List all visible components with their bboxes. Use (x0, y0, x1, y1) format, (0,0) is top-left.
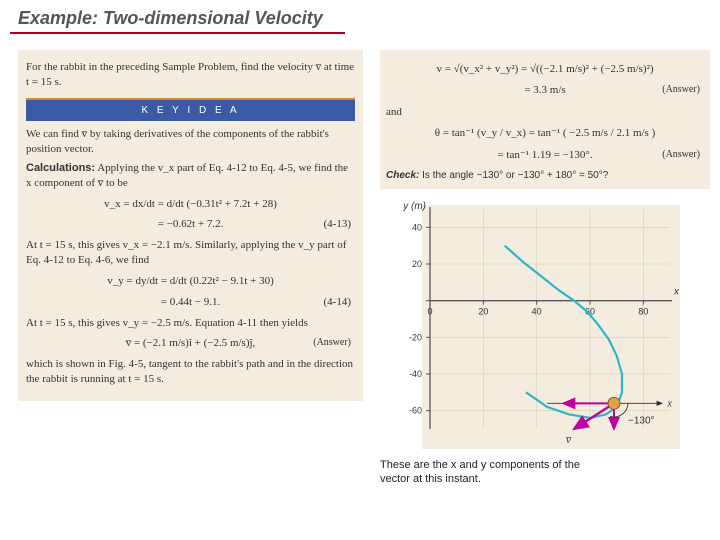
and-label: and (386, 105, 704, 120)
eq-vx-a: v_x = dx/dt = d/dt (−0.31t² + 7.2t + 28) (26, 197, 355, 212)
key-idea-bar: K E Y I D E A (26, 98, 355, 122)
svg-text:−130°: −130° (628, 415, 655, 426)
page-title: Example: Two-dimensional Velocity (18, 8, 323, 29)
eq-vy-b-text: = 0.44t − 9.1. (161, 296, 220, 308)
eq-mag-b: = 3.3 m/s (Answer) (386, 83, 704, 98)
right-column: v = √(v_x² + v_y²) = √((−2.1 m/s)² + (−2… (380, 50, 710, 459)
svg-text:40: 40 (412, 222, 422, 232)
eq-vy-b: = 0.44t − 9.1. (4-14) (26, 295, 355, 310)
calc-label: Calculations: (26, 162, 95, 174)
calculations-intro: Calculations: Applying the v_x part of E… (26, 161, 355, 191)
check-line: Check: Is the angle −130° or −130° + 180… (386, 169, 704, 183)
eq-v-text: v̅ = (−2.1 m/s)î + (−2.5 m/s)ĵ, (126, 337, 256, 349)
check-text: Is the angle −130° or −130° + 180° = 50°… (419, 170, 608, 181)
eq-theta-b: = tan⁻¹ 1.19 = −130°. (Answer) (386, 148, 704, 163)
svg-text:-20: -20 (409, 332, 422, 342)
vy15-text: At t = 15 s, this gives v_y = −2.5 m/s. … (26, 316, 355, 331)
eq-theta-ans: (Answer) (662, 148, 700, 162)
eq-v-answer: (Answer) (313, 336, 351, 350)
svg-text:y (m): y (m) (402, 201, 426, 212)
svg-text:x: x (666, 398, 672, 409)
svg-text:-60: -60 (409, 406, 422, 416)
svg-text:x (m): x (m) (673, 287, 680, 298)
check-label: Check: (386, 170, 419, 181)
eq-vy-num: (4-14) (324, 295, 352, 310)
svg-text:80: 80 (638, 307, 648, 317)
right-top-equations: v = √(v_x² + v_y²) = √((−2.1 m/s)² + (−2… (380, 50, 710, 189)
eq-vx-num: (4-13) (324, 217, 352, 232)
chart-svg: 0204060804020-20-40-60x (m)y (m)xv̅−130° (380, 199, 680, 459)
svg-text:20: 20 (412, 259, 422, 269)
eq-mag-a: v = √(v_x² + v_y²) = √((−2.1 m/s)² + (−2… (386, 62, 704, 77)
svg-text:-40: -40 (409, 369, 422, 379)
eq-mag-ans: (Answer) (662, 83, 700, 97)
left-column: For the rabbit in the preceding Sample P… (18, 50, 363, 401)
eq-vx-b-text: = −0.62t + 7.2. (158, 218, 224, 230)
eq-mag-b-text: = 3.3 m/s (524, 84, 565, 96)
svg-text:0: 0 (427, 307, 432, 317)
velocity-graph: 0204060804020-20-40-60x (m)y (m)xv̅−130° (380, 199, 680, 459)
svg-text:20: 20 (478, 307, 488, 317)
eq-vy-a: v_y = dy/dt = d/dt (0.22t² − 9.1t + 30) (26, 274, 355, 289)
figure-caption: These are the x and y components of the … (380, 458, 580, 487)
closing-text: which is shown in Fig. 4-5, tangent to t… (26, 357, 355, 387)
vx15-text: At t = 15 s, this gives v_x = −2.1 m/s. … (26, 238, 355, 268)
eq-vx-b: = −0.62t + 7.2. (4-13) (26, 217, 355, 232)
key-idea-text: We can find v̅ by taking derivatives of … (26, 127, 355, 157)
eq-v-vector: v̅ = (−2.1 m/s)î + (−2.5 m/s)ĵ, (Answer) (26, 336, 355, 351)
eq-theta-b-text: = tan⁻¹ 1.19 = −130°. (497, 149, 592, 161)
eq-theta-a: θ = tan⁻¹ (v_y / v_x) = tan⁻¹ ( −2.5 m/s… (386, 126, 704, 141)
title-underline (10, 32, 345, 34)
intro-text: For the rabbit in the preceding Sample P… (26, 60, 355, 90)
svg-text:40: 40 (532, 307, 542, 317)
